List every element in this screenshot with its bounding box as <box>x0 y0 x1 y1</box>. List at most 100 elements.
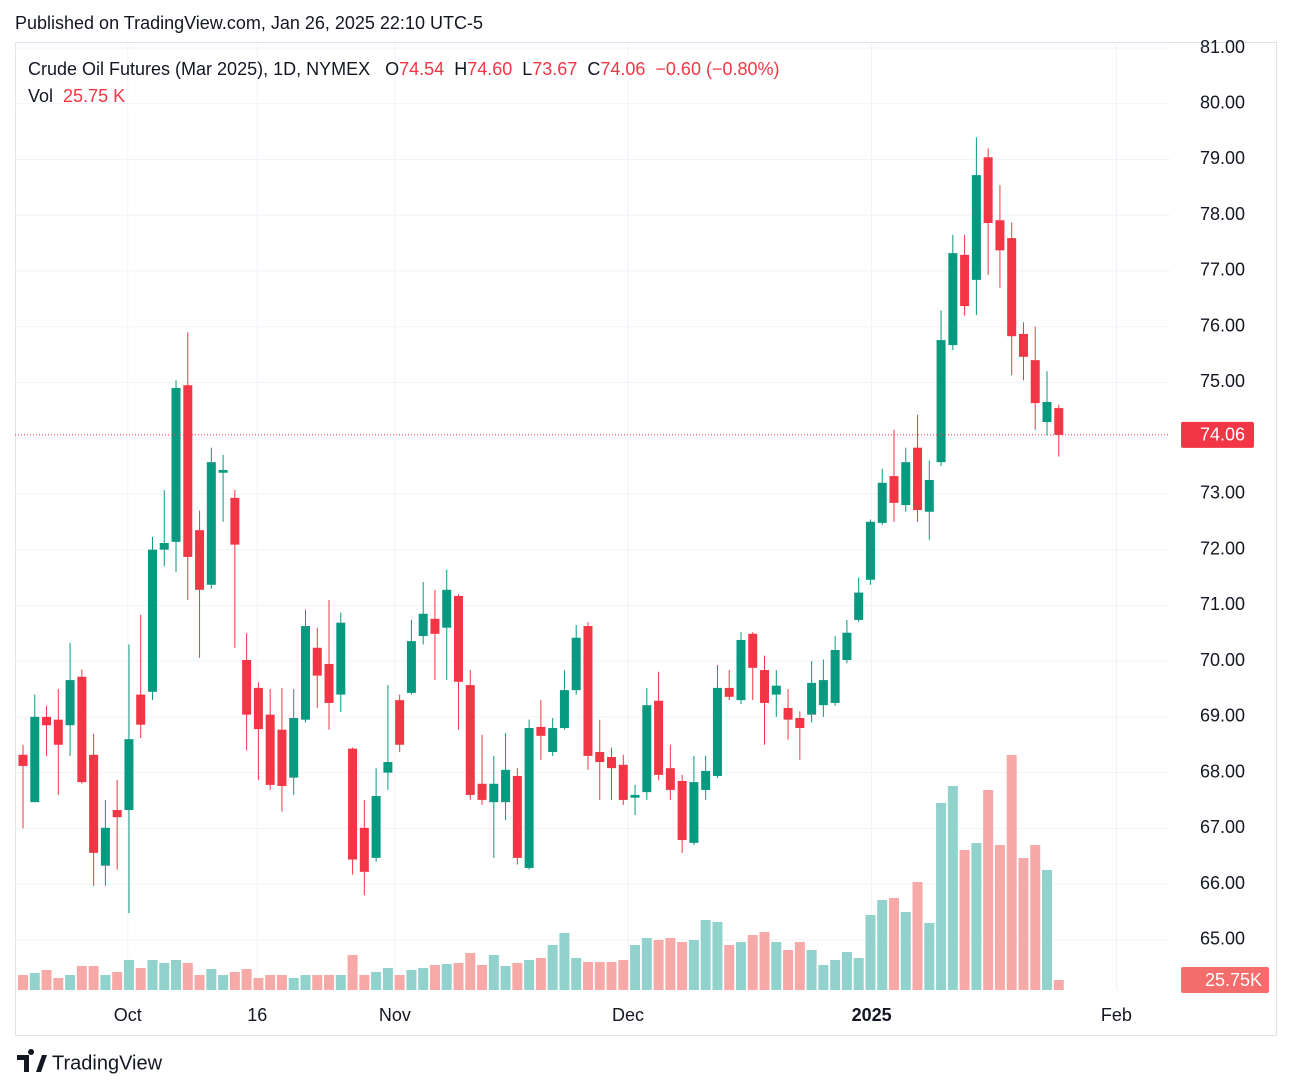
volume-bar <box>524 959 535 990</box>
volume-bar <box>641 937 652 990</box>
candle-body <box>760 670 770 703</box>
candle-body <box>324 663 334 703</box>
x-tick-label: 2025 <box>852 1005 892 1025</box>
candle-body <box>124 739 134 810</box>
volume-bar <box>559 932 570 990</box>
candle-body <box>654 700 664 775</box>
candle-body <box>889 476 899 503</box>
legend-open: 74.54 <box>399 59 445 79</box>
volume-bar <box>276 975 287 990</box>
volume-bar <box>606 961 617 990</box>
volume-bar <box>359 975 370 990</box>
candle-body <box>783 707 793 720</box>
volume-bar <box>783 949 794 990</box>
candle-body <box>147 549 157 692</box>
candle-body <box>865 521 875 580</box>
volume-bar <box>300 975 311 990</box>
candle-body <box>854 592 864 620</box>
legend-l-label: L <box>522 59 533 79</box>
legend-high: 74.60 <box>467 59 513 79</box>
volume-bar <box>688 939 699 990</box>
volume-bar <box>41 969 52 990</box>
candle-body <box>936 340 946 463</box>
candle-body <box>442 589 452 628</box>
legend-title: Crude Oil Futures (Mar 2025), 1D, NYMEX <box>28 59 371 79</box>
volume-tag <box>1181 967 1269 993</box>
y-tick-label: 68.00 <box>1200 761 1245 781</box>
candle-body <box>712 687 722 776</box>
volume-bar <box>653 939 664 990</box>
candle-body <box>1018 333 1028 357</box>
volume-bar <box>465 952 476 990</box>
legend-close: 74.06 <box>600 59 646 79</box>
volume-bar <box>1018 857 1029 990</box>
candle-body <box>100 827 110 866</box>
candle-body <box>465 685 475 795</box>
volume-bar <box>500 965 511 990</box>
candle-body <box>171 388 181 542</box>
volume-bar <box>112 971 123 990</box>
candle-body <box>807 682 817 715</box>
legend-o-label: O <box>385 59 400 79</box>
volume-bar <box>535 957 546 990</box>
volume-bar <box>53 977 64 990</box>
y-tick-label: 81.00 <box>1200 37 1245 57</box>
volume-bar <box>818 964 829 990</box>
candle-body <box>136 694 146 725</box>
footer-logo <box>17 1049 47 1072</box>
y-tick-label: 73.00 <box>1200 483 1245 503</box>
candle-body <box>536 726 546 736</box>
candle-body <box>371 796 381 858</box>
candle-body <box>842 632 852 661</box>
candle-body <box>948 253 958 346</box>
volume-bar <box>994 844 1005 990</box>
candle-body <box>548 728 558 752</box>
last-price-label: 74.06 <box>1200 425 1245 445</box>
candle-body <box>183 385 193 557</box>
volume-bar <box>100 975 111 990</box>
volume-bar <box>630 944 641 990</box>
candle-body <box>300 626 310 720</box>
legend-vol-label: Vol <box>28 86 54 106</box>
candle-body <box>1030 360 1040 404</box>
candle-body <box>406 641 416 693</box>
candle-body <box>971 175 981 280</box>
candle-body <box>253 687 263 730</box>
candle-body <box>913 447 923 511</box>
candle-body <box>618 764 628 800</box>
candle-body <box>1054 408 1064 435</box>
volume-bar <box>747 935 758 990</box>
volume-bar <box>1006 755 1017 990</box>
candle-body <box>312 647 322 676</box>
y-tick-label: 65.00 <box>1200 929 1245 949</box>
x-tick-label: Oct <box>114 1005 142 1025</box>
volume-bar <box>171 959 182 990</box>
legend-vol: 25.75 K <box>63 86 126 106</box>
volume-bar <box>371 971 382 990</box>
volume-bar <box>712 921 723 990</box>
candle-body <box>65 680 75 726</box>
volume-bar <box>123 959 134 990</box>
volume-bar <box>547 944 558 990</box>
candle-body <box>477 783 487 800</box>
candle-body <box>1042 401 1052 423</box>
volume-bar <box>830 959 841 990</box>
candle-body <box>348 748 358 860</box>
candle-body <box>571 637 581 691</box>
candle-body <box>230 497 240 545</box>
candle-body <box>206 462 216 585</box>
volume-bar <box>724 944 735 990</box>
volume-bar <box>618 959 629 990</box>
candle-body <box>289 717 299 778</box>
volume-bar <box>88 965 99 990</box>
volume-bar <box>324 975 335 990</box>
candle-body <box>689 782 699 843</box>
volume-bar <box>1053 979 1064 990</box>
candle-body <box>430 618 440 634</box>
candle-body <box>218 469 228 473</box>
y-tick-label: 67.00 <box>1200 817 1245 837</box>
candle-body <box>512 775 522 858</box>
volume-bar <box>1042 869 1053 990</box>
candle-body <box>607 757 617 769</box>
